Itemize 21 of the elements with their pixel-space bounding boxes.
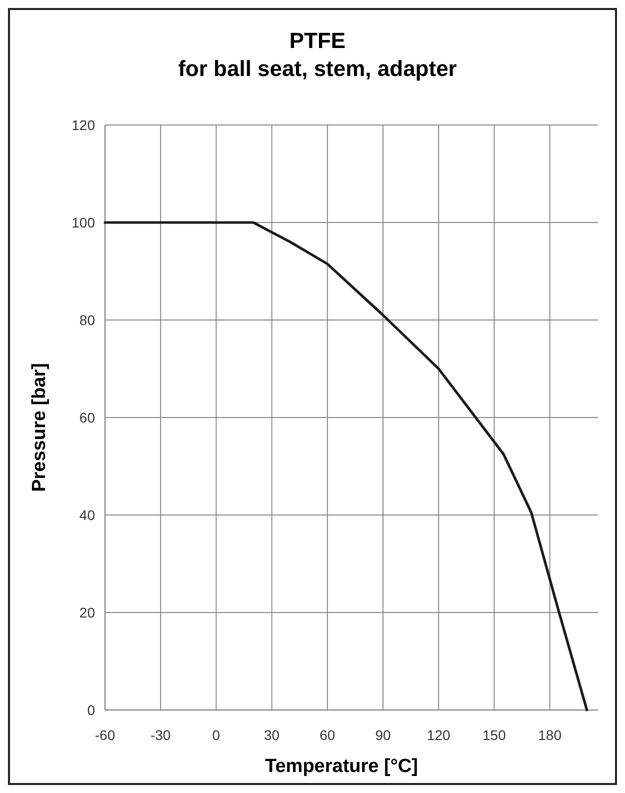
y-tick-label: 100 — [72, 214, 96, 230]
x-tick-label: -60 — [94, 727, 116, 743]
x-tick-label: 30 — [264, 727, 280, 743]
y-tick-label: 120 — [72, 116, 96, 133]
x-tick-label: 150 — [482, 727, 506, 743]
y-axis-title: Pressure [bar] — [29, 363, 50, 492]
chart-title: PTFE — [289, 28, 346, 53]
y-tick-label: 40 — [79, 506, 96, 523]
x-tick-label: -30 — [150, 727, 171, 743]
y-tick-label: 60 — [79, 409, 96, 426]
chart-subtitle: for ball seat, stem, adapter — [178, 56, 458, 81]
x-tick-label: 0 — [212, 727, 220, 743]
x-tick-label: 180 — [538, 727, 562, 743]
x-axis-title: Temperature [°C] — [265, 756, 418, 777]
y-tick-label: 20 — [79, 604, 96, 620]
y-tick-label: 80 — [79, 312, 96, 328]
line-series — [104, 221, 588, 712]
x-tick-label: 60 — [320, 727, 336, 743]
y-tick-label: 0 — [87, 702, 96, 718]
x-tick-label: 120 — [426, 727, 450, 743]
x-tick-label: 90 — [375, 727, 392, 743]
